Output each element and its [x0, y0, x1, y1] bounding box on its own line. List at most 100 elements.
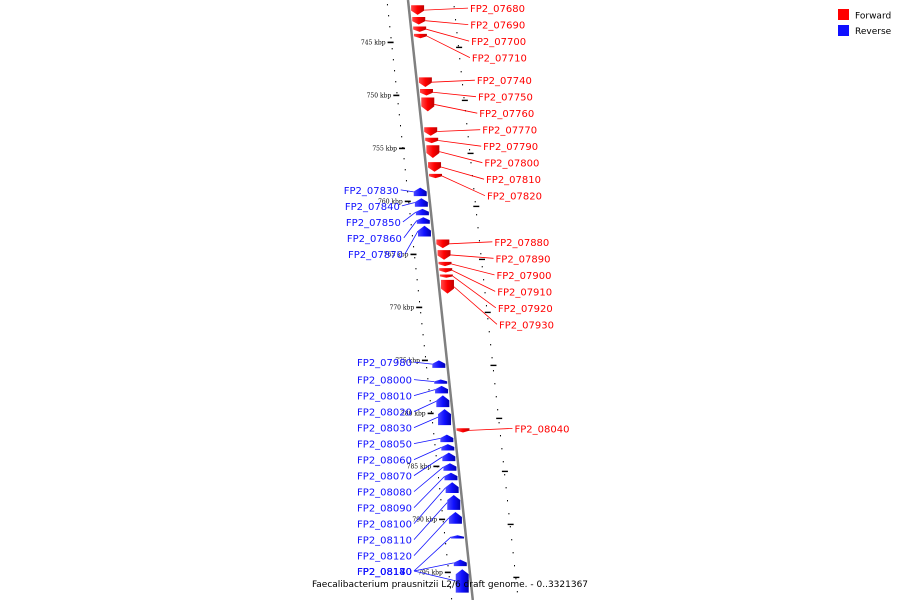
gene-fp2-07870[interactable] [417, 225, 431, 237]
gene-fp2-07840[interactable] [414, 198, 428, 207]
gene-label[interactable]: FP2_08170 [357, 567, 412, 578]
axis-dot [410, 224, 412, 226]
gene-label[interactable]: FP2_07930 [499, 320, 554, 331]
gene-label[interactable]: FP2_07880 [494, 238, 549, 249]
gene-label[interactable]: FP2_08090 [357, 504, 412, 515]
gene-label[interactable]: FP2_07800 [484, 159, 539, 170]
gene-fp2-07850[interactable] [415, 208, 429, 216]
gene-label[interactable]: FP2_08140 [357, 567, 412, 578]
gene-label[interactable]: FP2_07820 [487, 192, 542, 203]
gene-fp2-08070[interactable] [442, 452, 456, 462]
gene-fp2-08170[interactable] [453, 559, 467, 567]
gene-label[interactable]: FP2_07690 [470, 21, 525, 32]
gene-label[interactable]: FP2_07900 [497, 271, 552, 282]
gene-label[interactable]: FP2_08010 [357, 392, 412, 403]
gene-fp2-07710[interactable] [413, 33, 427, 39]
gene-fp2-07800[interactable] [426, 145, 440, 158]
gene-label[interactable]: FP2_07840 [345, 202, 400, 213]
gene-fp2-08090[interactable] [444, 472, 458, 481]
gene-fp2-08020[interactable] [436, 395, 450, 408]
gene-fp2-07930[interactable] [440, 279, 454, 294]
gene-fp2-07760[interactable] [421, 97, 435, 112]
gene-fp2-08110[interactable] [447, 495, 461, 510]
gene-label[interactable]: FP2_08080 [357, 488, 412, 499]
gene-label[interactable]: FP2_07830 [344, 186, 399, 197]
gene-label[interactable]: FP2_08040 [514, 424, 569, 435]
gene-fp2-08180[interactable] [455, 569, 469, 593]
gene-fp2-07890[interactable] [437, 250, 451, 260]
gene-fp2-07680[interactable] [411, 5, 425, 15]
gene-fp2-08140[interactable] [450, 535, 464, 539]
gene-fp2-07810[interactable] [428, 162, 442, 172]
axis-dot [408, 202, 410, 204]
gene-fp2-07830[interactable] [413, 187, 427, 197]
gene-label[interactable]: FP2_07980 [357, 358, 412, 369]
gene-label[interactable]: FP2_08070 [357, 472, 412, 483]
gene-label[interactable]: FP2_07680 [470, 4, 525, 15]
gene-label[interactable]: FP2_07790 [483, 142, 538, 153]
axis-dot [456, 32, 458, 34]
gene-label[interactable]: FP2_08000 [357, 376, 412, 387]
gene-fp2-07910[interactable] [439, 268, 453, 273]
gene-fp2-07740[interactable] [418, 77, 432, 87]
gene-label[interactable]: FP2_08060 [357, 456, 412, 467]
gene-label[interactable]: FP2_08110 [357, 536, 412, 547]
axis-dot [400, 125, 401, 127]
gene-fp2-08050[interactable] [440, 434, 454, 443]
leader-line [426, 28, 470, 42]
gene-label[interactable]: FP2_07740 [477, 76, 532, 87]
gene-fp2-08030[interactable] [438, 409, 452, 426]
axis-dot [394, 70, 396, 72]
gene-label[interactable]: FP2_08030 [357, 424, 412, 435]
gene-label[interactable]: FP2_07770 [482, 126, 537, 137]
gene-fp2-08080[interactable] [443, 463, 457, 471]
axis-dot [428, 389, 430, 391]
gene-fp2-07690[interactable] [412, 16, 426, 25]
gene-label[interactable]: FP2_07700 [471, 37, 526, 48]
axis-dot [404, 169, 406, 171]
gene-fp2-08040[interactable] [456, 428, 470, 433]
leader-line [438, 140, 482, 147]
gene-fp2-08100[interactable] [445, 482, 459, 493]
leader-line [413, 456, 443, 476]
gene-fp2-07790[interactable] [425, 137, 439, 144]
gene-label[interactable]: FP2_07920 [498, 304, 553, 315]
gene-label[interactable]: FP2_07910 [497, 287, 552, 298]
gene-fp2-07750[interactable] [419, 89, 433, 96]
backbone [406, 0, 475, 600]
gene-label[interactable]: FP2_07710 [472, 54, 527, 65]
leader-line [413, 476, 445, 508]
gene-fp2-07700[interactable] [413, 26, 427, 32]
gene-fp2-07860[interactable] [416, 217, 430, 224]
gene-label[interactable]: FP2_08180 [357, 567, 412, 578]
gene-fp2-08010[interactable] [435, 385, 449, 394]
gene-fp2-07980[interactable] [432, 360, 446, 368]
gene-label[interactable]: FP2_07750 [478, 93, 533, 104]
gene-label[interactable]: FP2_08120 [357, 552, 412, 563]
axis-dot [420, 312, 422, 314]
gene-label[interactable]: FP2_07850 [346, 218, 401, 229]
gene-fp2-08060[interactable] [441, 444, 455, 451]
gene-label[interactable]: FP2_07890 [496, 254, 551, 265]
gene-fp2-08000[interactable] [434, 379, 448, 384]
leader-line [432, 91, 477, 98]
gene-fp2-07770[interactable] [424, 127, 438, 136]
gene-label[interactable]: FP2_07760 [479, 109, 534, 120]
gene-fp2-07880[interactable] [436, 239, 450, 249]
leader-line [452, 269, 496, 292]
gene-label[interactable]: FP2_08020 [357, 408, 412, 419]
leader-line [413, 562, 454, 572]
gene-fp2-07820[interactable] [429, 173, 443, 179]
axis-dot [411, 235, 413, 237]
gene-label[interactable]: FP2_07870 [348, 250, 403, 261]
gene-label[interactable]: FP2_07860 [347, 234, 402, 245]
gene-label[interactable]: FP2_07810 [486, 175, 541, 186]
gene-fp2-07900[interactable] [438, 261, 452, 267]
leader-line [441, 175, 486, 197]
axis-dot [433, 433, 435, 435]
gene-fp2-08120[interactable] [448, 511, 462, 524]
gene-fp2-07920[interactable] [439, 274, 453, 278]
leader-line [452, 275, 497, 309]
gene-label[interactable]: FP2_08050 [357, 440, 412, 451]
gene-label[interactable]: FP2_08100 [357, 520, 412, 531]
